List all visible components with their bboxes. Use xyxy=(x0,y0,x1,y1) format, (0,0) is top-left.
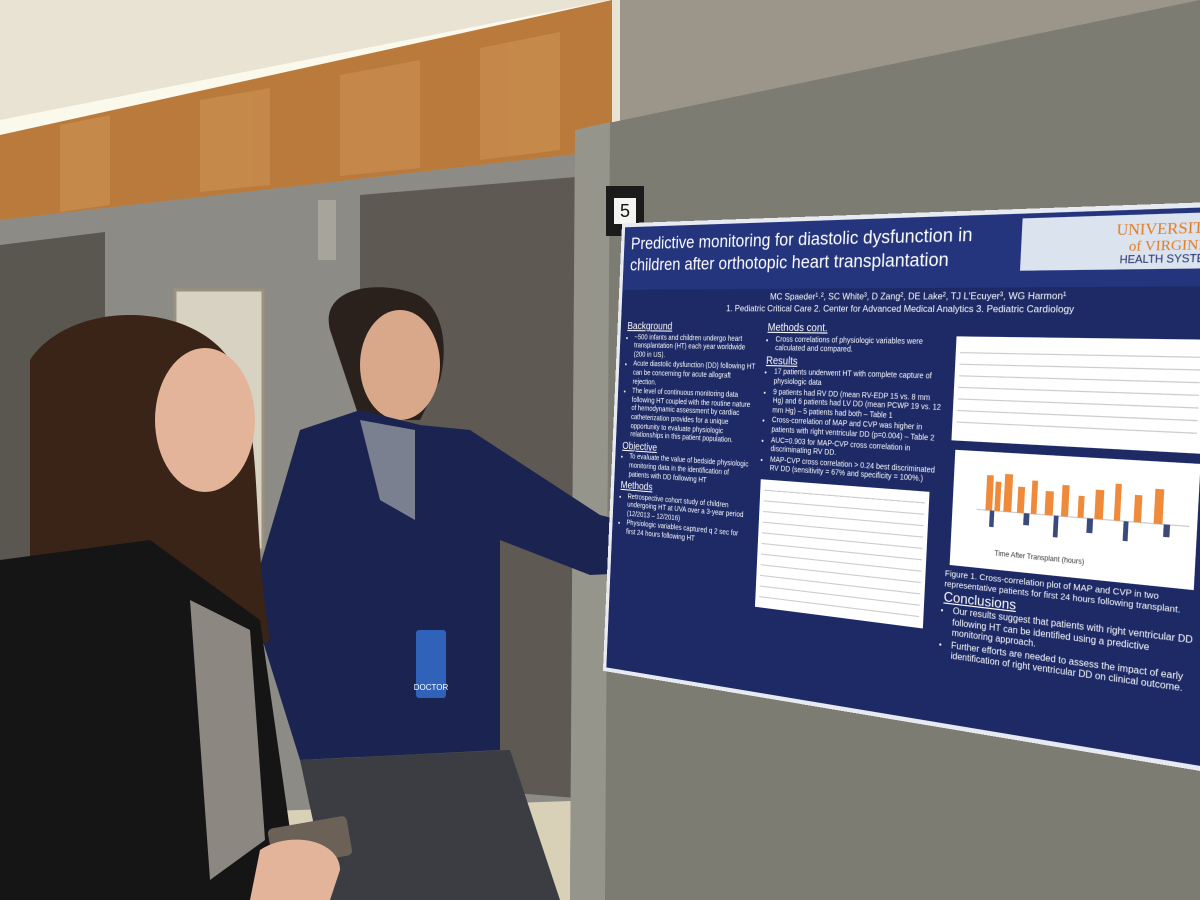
woman-face xyxy=(155,348,255,492)
logo: UNIVERSITY of VIRGINIA HEALTH SYSTEM xyxy=(1019,211,1200,271)
section: Methods cont.Cross correlations of physi… xyxy=(766,322,946,358)
call-button xyxy=(318,200,336,260)
section: Background~500 infants and children unde… xyxy=(623,320,759,448)
bullet-list: 17 patients underwent HT with complete c… xyxy=(761,369,944,487)
man-pants xyxy=(300,750,560,900)
woman-shirt xyxy=(190,600,265,880)
column-middle: Methods cont.Cross correlations of physi… xyxy=(754,321,947,634)
man-jacket xyxy=(250,410,700,760)
woman-hand xyxy=(250,839,340,900)
poster: Predictive monitoring for diastolic dysf… xyxy=(606,206,1200,767)
column-right: Time After Transplant (hours) Figure 1. … xyxy=(941,332,1200,698)
logo-line: HEALTH SYSTEM xyxy=(1119,251,1200,266)
badge-text: DOCTOR xyxy=(414,683,449,692)
man-face xyxy=(360,310,440,420)
affiliations: 1. Pediatric Critical Care 2. Center for… xyxy=(726,302,1075,315)
bullet: ~500 infants and children undergo heart … xyxy=(633,334,758,363)
table-1 xyxy=(754,479,930,629)
man-shirt xyxy=(360,420,415,520)
bullet-list: Retrospective cohort study of children u… xyxy=(618,493,750,551)
bullet: Acute diastolic dysfunction (DD) followi… xyxy=(632,361,756,392)
section: Results17 patients underwent HT with com… xyxy=(761,355,944,487)
wood-panel xyxy=(0,0,612,220)
poster-title: Predictive monitoring for diastolic dysf… xyxy=(629,223,974,275)
title-bar: Predictive monitoring for diastolic dysf… xyxy=(622,206,1200,290)
poster-frame: Predictive monitoring for diastolic dysf… xyxy=(606,200,1200,767)
wood-slats xyxy=(60,32,560,212)
badge xyxy=(416,630,446,698)
authors: MC Spaeder¹˒², SC White³, D Zang², DE La… xyxy=(769,289,1067,302)
bullet: The level of continuous monitoring data … xyxy=(630,388,755,448)
figure-plot xyxy=(950,473,1200,541)
figure: Time After Transplant (hours) xyxy=(949,449,1200,590)
table-2 xyxy=(951,336,1200,454)
bullet: Cross correlations of physiologic variab… xyxy=(775,336,946,358)
section-heading: Methods cont. xyxy=(767,322,828,335)
column-left: Background~500 infants and children unde… xyxy=(618,320,758,551)
section: MethodsRetrospective cohort study of chi… xyxy=(618,480,750,551)
section-heading: Background xyxy=(627,320,673,333)
bullet-list: ~500 infants and children undergo heart … xyxy=(623,334,758,448)
board-number: 5 xyxy=(614,198,636,224)
bullet-list: Cross correlations of physiologic variab… xyxy=(766,336,945,358)
